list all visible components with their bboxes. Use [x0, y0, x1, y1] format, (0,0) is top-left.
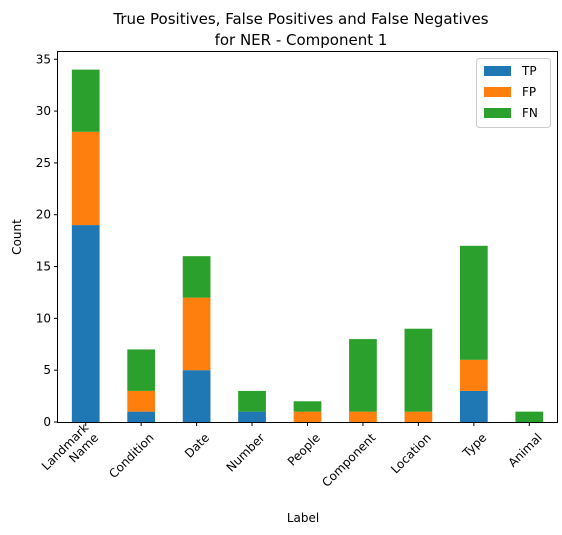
x-tick-label: LandmarkName [39, 421, 101, 483]
y-tick-label: 20 [36, 208, 51, 222]
y-tick-label: 35 [36, 52, 51, 66]
x-tick-label: People [285, 431, 323, 469]
legend-swatch-fn [484, 108, 511, 118]
x-tick-label: Location [388, 431, 434, 477]
x-axis-label: Label [287, 511, 319, 525]
y-tick-label: 15 [36, 260, 51, 274]
chart-title-line-1: True Positives, False Positives and Fals… [112, 10, 488, 28]
bar-tp-0 [71, 225, 100, 422]
legend-swatch-tp [484, 66, 511, 76]
bar-fp-2 [182, 297, 211, 371]
bar-fn-7 [459, 245, 488, 360]
y-axis-label: Count [10, 219, 24, 255]
x-tick-label: Type [459, 431, 489, 461]
x-tick-label: Animal [505, 431, 544, 470]
y-tick-label: 25 [36, 156, 51, 170]
y-ticks-group: 0 5 10 15 20 25 30 35 [36, 52, 58, 429]
bar-tp-2 [182, 370, 211, 422]
bars-group [71, 69, 544, 422]
legend-swatch-fp [484, 87, 511, 97]
bar-fn-6 [404, 328, 433, 412]
y-tick-label: 10 [36, 311, 51, 325]
legend: TP FP FN [476, 58, 551, 128]
bar-fn-3 [238, 390, 266, 412]
legend-label-fn: FN [522, 106, 538, 120]
bar-fn-2 [182, 256, 211, 298]
bar-fp-0 [71, 131, 100, 226]
x-ticks-group: LandmarkName Condition Date Number PeopleCom… [39, 421, 545, 490]
bar-fp-4 [293, 411, 322, 422]
plot-frame [57, 51, 558, 423]
bar-tp-3 [238, 411, 266, 422]
y-tick-label: 5 [43, 363, 51, 377]
bar-fn-4 [293, 401, 322, 412]
bar-fp-6 [404, 411, 433, 422]
x-tick-label: Date [182, 431, 212, 461]
bar-fn-8 [515, 411, 544, 422]
y-tick-label: 30 [36, 104, 51, 118]
bar-fn-5 [349, 339, 377, 412]
legend-label-tp: TP [521, 64, 537, 78]
bar-fn-0 [71, 69, 100, 132]
bar-tp-1 [127, 411, 156, 422]
y-tick-label: 0 [43, 415, 51, 429]
x-tick-label: Number [224, 431, 268, 475]
bar-fp-5 [349, 411, 377, 422]
bar-fn-1 [127, 349, 156, 391]
x-tick-label: Component [319, 430, 378, 489]
bar-tp-7 [459, 390, 488, 422]
bar-fp-1 [127, 390, 156, 412]
legend-label-fp: FP [522, 85, 536, 99]
x-tick-label: Condition [106, 431, 156, 481]
bar-fp-7 [459, 359, 488, 391]
chart-title-line-2: for NER - Component 1 [215, 31, 388, 49]
